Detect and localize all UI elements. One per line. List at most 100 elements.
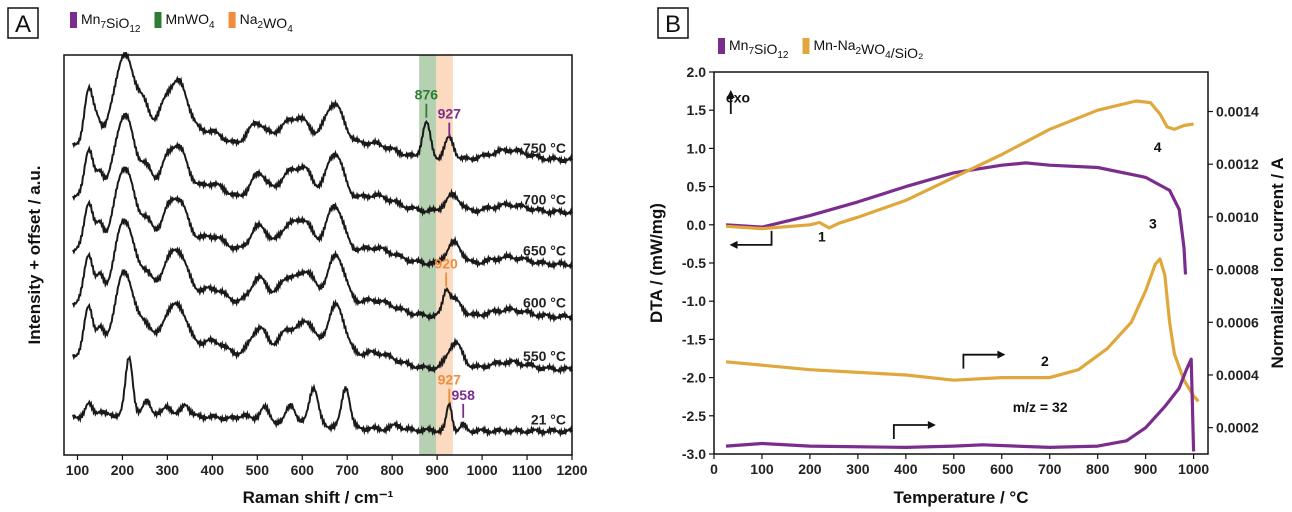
x-tick-label: 200 (111, 462, 135, 478)
y-tick-label: -0.5 (682, 255, 706, 271)
y-tick-label: 0.0 (687, 217, 707, 233)
raman-spectrum-line (72, 354, 573, 439)
thermal-series-line (725, 161, 1188, 275)
y-tick-label: 0.5 (687, 179, 707, 195)
y2-tick-label: 0.0004 (1216, 367, 1259, 383)
panel-b-x-axis: 0 100 200 300 400 500 600 700 800 900 1000 (710, 454, 1209, 477)
spectrum-temperature-label: 600 °C (523, 295, 566, 311)
spectrum-temperature-label: 650 °C (523, 243, 566, 259)
panel-b-y-axis: 2.0 1.5 1.0 0.5 0.0 -0.5 -1.0 -1.5 -2.0 -2.5 -3.0 (682, 64, 714, 462)
panel-a-legend: Mn7SiO12 MnWO4 Na2WO4 (70, 11, 293, 35)
x-tick-label: 1100 (512, 462, 543, 478)
peak-label: 920 (434, 255, 458, 271)
y2-tick-label: 0.0014 (1216, 104, 1259, 120)
spectrum-temperature-label: 21 °C (531, 412, 566, 428)
x-tick-label: 1200 (556, 462, 587, 478)
x-tick-label: 900 (1134, 461, 1158, 477)
thermal-annotation: 1 (818, 229, 826, 245)
spectrum-temperature-label: 750 °C (523, 140, 566, 156)
raman-spectrum-line (72, 112, 573, 219)
panel-a-y-label: Intensity + offset / a.u. (25, 165, 44, 344)
x-tick-label: 800 (1086, 461, 1110, 477)
peak-label: 927 (438, 372, 462, 388)
x-tick-label: 400 (894, 461, 918, 477)
panel-a-letter-box (7, 7, 39, 39)
thermal-series-line (725, 357, 1196, 452)
thermal-annotation: m/z = 32 (1013, 399, 1068, 415)
axis-arrow-right (962, 353, 998, 369)
x-tick-label: 100 (750, 461, 774, 477)
panel-b-legend: Mn7SiO12 Mn-Na2WO4/SiO₂ (718, 37, 923, 61)
y-tick-label: -1.0 (682, 293, 706, 309)
legend-swatch (70, 12, 77, 28)
spectrum-temperature-label: 550 °C (523, 348, 566, 364)
thermal-annotation: 4 (1154, 139, 1162, 155)
panel-a-x-label: Raman shift / cm⁻¹ (243, 488, 394, 507)
legend-entry: Mn7SiO12 (729, 37, 789, 61)
arrow-head (726, 90, 735, 99)
y2-tick-label: 0.0008 (1216, 262, 1259, 278)
x-tick-label: 100 (66, 462, 90, 478)
legend-entry: Mn7SiO12 (81, 11, 141, 35)
x-tick-label: 600 (990, 461, 1014, 477)
thermal-annotation: 3 (1149, 216, 1157, 232)
raman-spectrum-line (72, 166, 573, 271)
legend-entry: Mn-Na2WO4/SiO₂ (813, 37, 923, 61)
legend-swatch (718, 38, 725, 54)
x-tick-label: 700 (336, 462, 360, 478)
thermal-series-line (725, 99, 1194, 231)
y-tick-label: 1.0 (687, 140, 707, 156)
panel-b-y2-axis: 0.0002 0.0004 0.0006 0.0008 0.0010 0.0012 0.00… (1208, 104, 1259, 436)
panel-b-arrows (726, 90, 1006, 439)
x-tick-label: 600 (291, 462, 315, 478)
panel-b-letter: B (665, 11, 681, 38)
peak-label: 958 (452, 387, 476, 403)
y-tick-label: 1.5 (687, 102, 707, 118)
raman-spectrum-line (72, 52, 573, 166)
highlight-band (419, 55, 437, 455)
panel-b-x-label: Temperature / °C (894, 488, 1029, 507)
peak-label: 927 (438, 106, 462, 122)
y2-tick-label: 0.0012 (1216, 156, 1259, 172)
y-tick-label: -1.5 (682, 331, 706, 347)
peak-label: 876 (415, 87, 439, 103)
y2-tick-label: 0.0010 (1216, 209, 1259, 225)
y-tick-label: -3.0 (682, 446, 706, 462)
x-tick-label: 800 (380, 462, 404, 478)
x-tick-label: 1000 (467, 462, 498, 478)
panel-b-y-label: DTA / (mW/mg) (647, 203, 666, 323)
thermal-series-line (725, 257, 1200, 403)
x-tick-label: 300 (846, 461, 870, 477)
legend-swatch (228, 12, 236, 28)
y-tick-label: 2.0 (687, 64, 707, 80)
panel-b-plot-frame (713, 71, 1209, 455)
legend-swatch (154, 12, 162, 28)
arrow-head (997, 350, 1006, 359)
axis-arrow-left (737, 230, 773, 246)
panel-a: A Mn7SiO12 MnWO4 Na2WO4 750 °C 700 °C 650 °C… (7, 7, 588, 507)
raman-spectrum-line (72, 217, 573, 323)
y-tick-label: -2.0 (682, 370, 706, 386)
raman-spectrum-line (72, 268, 573, 375)
arrow-head (729, 240, 738, 249)
panel-a-letter: A (15, 11, 31, 38)
panel-b-letter-box (657, 7, 689, 39)
x-tick-label: 500 (942, 461, 966, 477)
x-tick-label: 1000 (1178, 461, 1209, 477)
legend-swatch (802, 38, 810, 54)
legend-entry: Na2WO4 (240, 11, 294, 35)
panel-b-y2-label: Normalized ion current / A (1268, 158, 1287, 369)
axis-arrow-right (892, 424, 928, 439)
spectrum-temperature-label: 700 °C (523, 192, 566, 208)
panel-b-series (725, 99, 1200, 452)
legend-entry: MnWO4 (165, 11, 215, 31)
panel-a-x-axis: 100 200 300 400 500 600 700 800 900 1000 1100 1200 (66, 455, 588, 478)
panel-a-series: 750 °C 700 °C 650 °C 600 °C 550 °C 21 °C (72, 52, 573, 439)
panel-a-plot-frame (63, 54, 573, 456)
x-tick-label: 900 (425, 462, 449, 478)
y2-tick-label: 0.0002 (1216, 420, 1259, 436)
